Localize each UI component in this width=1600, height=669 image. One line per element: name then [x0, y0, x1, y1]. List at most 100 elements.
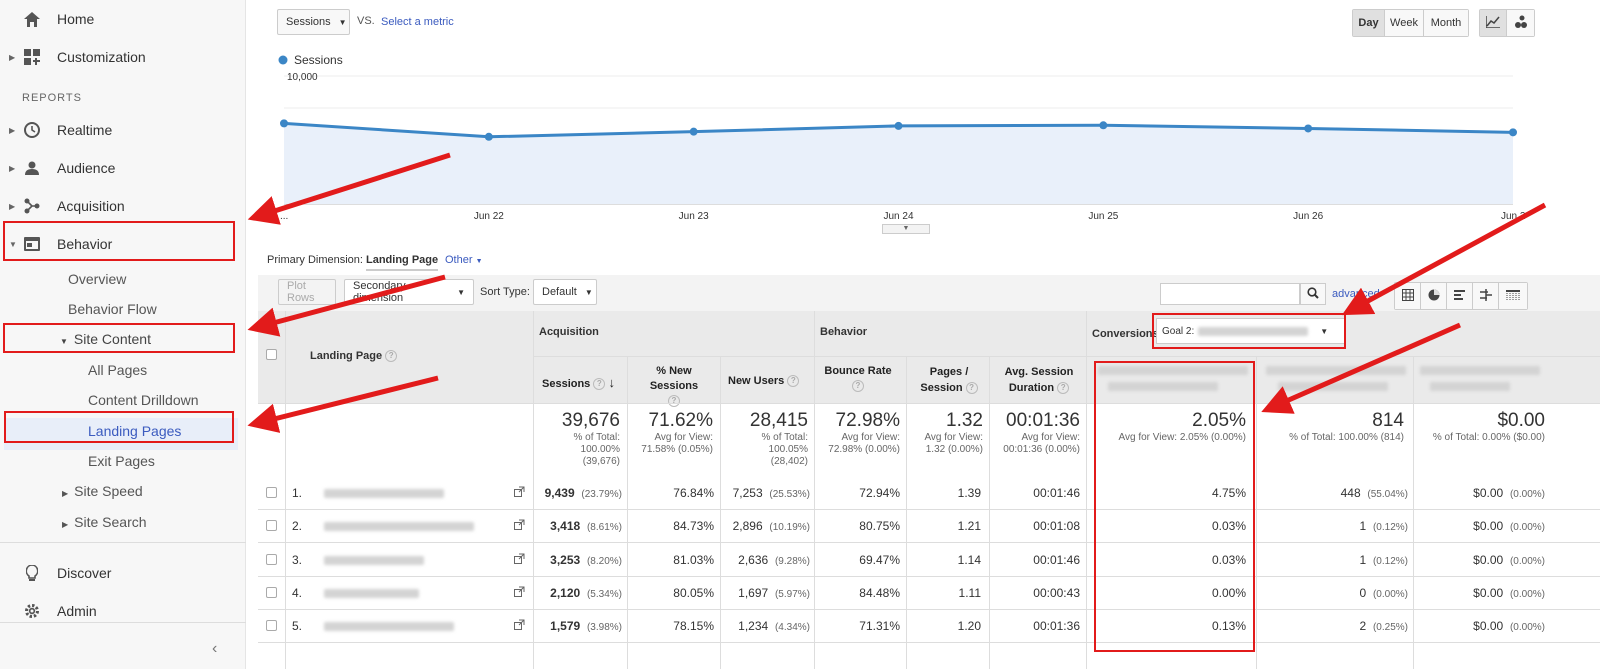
sidebar-item-realtime[interactable]: ▶ Realtime — [0, 112, 246, 148]
total-value: 00:01:36 — [1006, 410, 1080, 431]
select-all-checkbox[interactable] — [266, 349, 277, 360]
x-tick-label: Jun 25 — [1088, 211, 1118, 222]
table-search-input[interactable] — [1160, 283, 1300, 305]
row-checkbox[interactable] — [266, 586, 277, 598]
granularity-buttons: Day Week Month — [1352, 9, 1469, 37]
cell-sessions: 2,120 (5.34%) — [536, 586, 622, 600]
help-icon[interactable]: ? — [385, 350, 398, 363]
line-chart-button[interactable] — [1480, 10, 1507, 36]
metric-select[interactable]: Sessions ▼ — [277, 9, 350, 35]
sidebar-item-customization[interactable]: ▶ Customization — [0, 39, 246, 75]
group-behavior: Behavior — [820, 326, 868, 338]
help-icon[interactable]: ? — [593, 378, 606, 391]
help-icon[interactable]: ? — [965, 382, 978, 395]
redacted-landing-page[interactable] — [324, 555, 424, 565]
sidebar-item-behavior[interactable]: ▼ Behavior — [0, 226, 246, 262]
total-sub: Avg for View: — [1021, 432, 1080, 443]
plot-rows-button[interactable]: Plot Rows — [278, 279, 336, 305]
cell-value: 2,636 — [738, 552, 769, 567]
column-sessions[interactable]: Sessions ? ↓ — [542, 375, 615, 391]
goal-select[interactable]: Goal 2: ▼ — [1156, 318, 1346, 344]
redacted-text — [1108, 382, 1218, 391]
secondary-dimension-select[interactable]: Secondary dimension ▼ — [344, 279, 474, 305]
open-link-icon[interactable] — [514, 519, 526, 531]
day-button[interactable]: Day — [1353, 10, 1385, 36]
sidebar-item-site-content[interactable]: ▼ Site Content — [60, 331, 151, 347]
redacted-text — [1266, 366, 1406, 375]
percentage-view-button[interactable] — [1421, 283, 1447, 309]
cell-avg-duration: 00:01:36 — [1033, 619, 1080, 634]
search-button[interactable] — [1300, 283, 1326, 305]
row-checkbox[interactable] — [266, 553, 277, 565]
column-bounce-rate[interactable]: Bounce Rate? — [820, 364, 896, 394]
advanced-link[interactable]: advanced — [1332, 288, 1380, 300]
help-icon[interactable]: ? — [787, 375, 800, 388]
open-link-icon[interactable] — [514, 586, 526, 598]
column-new-users[interactable]: New Users ? — [728, 375, 800, 388]
select-metric-link[interactable]: Select a metric — [381, 16, 454, 28]
total-goal-conversion-rate: 2.05% Avg for View: 2.05% (0.00%) — [1090, 410, 1246, 444]
sidebar-item-home[interactable]: Home — [0, 1, 246, 37]
redacted-landing-page[interactable] — [324, 588, 419, 598]
sidebar-item-site-search[interactable]: ▶ Site Search — [62, 514, 147, 530]
cell-pages-session: 1.14 — [957, 552, 981, 567]
redacted-landing-page[interactable] — [324, 522, 474, 532]
column-label: New Users — [728, 375, 785, 387]
sidebar-item-content-drilldown[interactable]: Content Drilldown — [88, 392, 199, 408]
primary-dimension-other[interactable]: Other ▼ — [445, 254, 483, 266]
pivot-view-button[interactable] — [1499, 283, 1527, 309]
redacted-landing-page[interactable] — [324, 622, 454, 632]
cell-avg-duration: 00:01:08 — [1033, 519, 1080, 534]
total-value: 1.32 — [946, 410, 983, 431]
total-value: 2.05% — [1192, 410, 1246, 431]
chart-type-buttons — [1479, 9, 1535, 37]
sidebar-item-exit-pages[interactable]: Exit Pages — [88, 453, 155, 469]
cell-percent: (9.28%) — [772, 555, 810, 567]
sidebar-item-admin[interactable]: Admin — [0, 593, 246, 629]
redacted-landing-page[interactable] — [324, 489, 444, 498]
comparison-view-button[interactable] — [1473, 283, 1499, 309]
column-pages-session[interactable]: Pages / Session ? — [910, 364, 988, 396]
performance-view-button[interactable] — [1447, 283, 1473, 309]
sidebar-item-discover[interactable]: Discover — [0, 555, 246, 591]
row-checkbox[interactable] — [266, 487, 277, 498]
open-link-icon[interactable] — [514, 486, 526, 498]
total-sub: Avg for View: — [654, 432, 713, 443]
month-button[interactable]: Month — [1424, 10, 1468, 36]
help-icon[interactable]: ? — [1057, 382, 1070, 395]
row-checkbox[interactable] — [266, 520, 277, 532]
row-divider — [258, 542, 1600, 544]
collapse-sidebar-button[interactable]: ‹ — [212, 640, 218, 657]
row-checkbox[interactable] — [266, 620, 277, 632]
data-view-button[interactable] — [1395, 283, 1421, 309]
column-label: Bounce Rate — [824, 365, 892, 377]
column-landing-page[interactable]: Landing Page ? — [310, 350, 398, 363]
row-number: 1. — [292, 486, 303, 500]
column-avg-session-duration[interactable]: Avg. Session Duration ? — [994, 364, 1084, 396]
sidebar-item-audience[interactable]: ▶ Audience — [0, 150, 246, 186]
sort-type-select[interactable]: Default ▼ — [533, 279, 597, 305]
sidebar-item-landing-pages[interactable]: Landing Pages — [88, 423, 182, 439]
sidebar-item-behavior-flow[interactable]: Behavior Flow — [68, 301, 157, 317]
column-label: Pages / — [929, 366, 969, 378]
sidebar-item-overview[interactable]: Overview — [68, 271, 127, 287]
sidebar-item-acquisition[interactable]: ▶ Acquisition — [0, 188, 246, 224]
help-icon[interactable]: ? — [852, 380, 864, 393]
data-point — [1099, 121, 1108, 130]
primary-dimension-landing-page[interactable]: Landing Page — [366, 254, 439, 271]
chart-resize-handle[interactable]: ▼ — [882, 224, 930, 234]
motion-chart-button[interactable] — [1507, 10, 1534, 36]
caret-right-icon: ▶ — [62, 520, 69, 529]
open-link-icon[interactable] — [514, 619, 526, 631]
total-sessions: 39,676 % of Total: 100.00% (39,676) — [540, 410, 620, 468]
help-icon[interactable]: ? — [668, 395, 680, 408]
week-button[interactable]: Week — [1385, 10, 1424, 36]
sidebar-item-site-speed[interactable]: ▶ Site Speed — [62, 483, 143, 499]
total-sub: 72.98% (0.00%) — [828, 444, 900, 455]
open-link-icon[interactable] — [514, 553, 526, 565]
column-label: % New Sessions — [649, 365, 699, 392]
row-divider — [258, 642, 1600, 644]
column-new-sessions[interactable]: % New Sessions? — [633, 364, 715, 409]
cell-pages-session: 1.39 — [957, 486, 981, 500]
sidebar-item-all-pages[interactable]: All Pages — [88, 362, 148, 378]
